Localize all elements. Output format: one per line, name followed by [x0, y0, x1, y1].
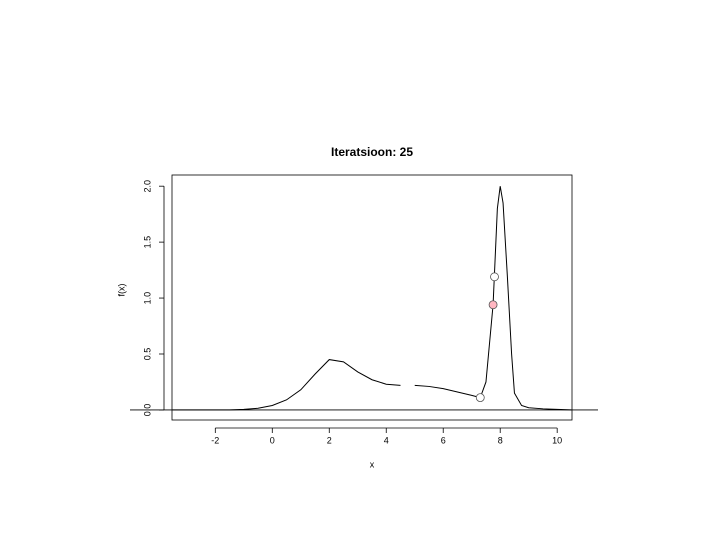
x-tick-label: 4 [384, 435, 389, 445]
curve [172, 186, 572, 411]
x-tick-label: -2 [211, 435, 219, 445]
y-tick-label: 2.0 [142, 180, 152, 193]
x-tick-label: 10 [552, 435, 562, 445]
x-tick-label: 0 [270, 435, 275, 445]
iteration-point [475, 393, 485, 403]
iteration-point [490, 272, 499, 282]
y-axis-label: f(x) [116, 284, 126, 297]
x-tick-label: 8 [498, 435, 503, 445]
y-tick-label: 1.5 [142, 236, 152, 249]
y-tick-label: 1.0 [142, 292, 152, 305]
y-tick-label: 0.5 [142, 348, 152, 361]
iteration-point [488, 300, 498, 310]
x-tick-label: 6 [441, 435, 446, 445]
x-axis-label: x [370, 459, 375, 469]
chart-title: Iteratsioon: 25 [331, 145, 413, 159]
plot-box [171, 174, 573, 421]
x-tick-label: 2 [327, 435, 332, 445]
